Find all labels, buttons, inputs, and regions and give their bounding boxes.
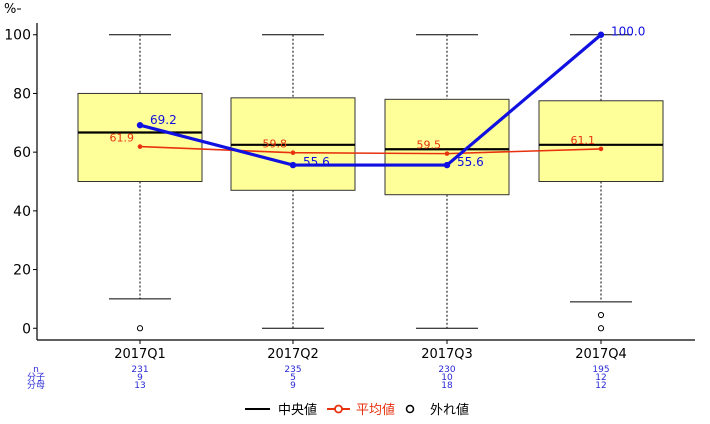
mean-point <box>137 144 143 149</box>
table-cell: 18 <box>441 381 453 391</box>
mean-point <box>598 146 604 152</box>
y-tick-label: 60 <box>13 145 31 161</box>
legend-outlier-label: 外れ値 <box>430 402 469 418</box>
outlier-point <box>597 325 605 332</box>
highlight-point <box>443 161 451 169</box>
table-cell: 230 <box>438 365 455 375</box>
mean-data-label: 59.5 <box>417 139 442 152</box>
table-row-label: 分母 <box>27 380 45 391</box>
y-tick-label: 100 <box>4 28 31 44</box>
legend-outlier-swatch <box>405 404 415 414</box>
x-tick-label: 2017Q3 <box>421 347 473 362</box>
mean-point <box>444 151 450 156</box>
highlight-point <box>289 161 297 169</box>
y-tick-label: 20 <box>13 263 31 279</box>
x-tick-label: 2017Q1 <box>114 347 166 362</box>
highlight-data-label: 69.2 <box>150 113 177 127</box>
y-tick-label: 0 <box>22 321 31 337</box>
y-tick-label: 40 <box>13 204 31 220</box>
mean-point <box>290 150 296 156</box>
box-iqr <box>538 100 664 182</box>
table-cell: 195 <box>592 365 609 375</box>
x-tick-label: 2017Q4 <box>575 347 627 362</box>
table-cell: 9 <box>137 373 143 383</box>
y-tick-label: 80 <box>13 86 31 102</box>
legend-mean-swatch-dot <box>334 404 343 414</box>
highlight-point <box>136 121 144 129</box>
table-cell: 231 <box>131 365 148 375</box>
table-row-label: 分子 <box>27 372 45 383</box>
table-cell: 13 <box>134 381 145 391</box>
table-cell: 9 <box>290 381 296 391</box>
x-tick-label: 2017Q2 <box>267 347 319 362</box>
y-axis-label: % <box>4 2 16 17</box>
table-cell: 10 <box>441 373 453 383</box>
mean-data-label: 61.9 <box>110 132 135 145</box>
legend-median-label: 中央値 <box>278 402 317 418</box>
table-cell: 5 <box>290 373 296 383</box>
mean-data-label: 59.8 <box>263 138 288 151</box>
highlight-data-label: 100.0 <box>611 25 645 39</box>
box-iqr <box>384 98 510 196</box>
mean-line <box>139 145 602 155</box>
table-row-label: n <box>33 365 39 375</box>
table-cell: 12 <box>595 373 606 383</box>
highlight-data-label: 55.6 <box>303 155 330 169</box>
table-cell: 235 <box>284 365 301 375</box>
outlier-point <box>136 325 144 332</box>
table-cell: 12 <box>595 381 606 391</box>
mean-data-label: 61.1 <box>571 134 596 147</box>
highlight-point <box>597 31 605 38</box>
highlight-data-label: 55.6 <box>457 155 484 169</box>
outlier-point <box>597 311 605 319</box>
highlight-line <box>139 33 603 167</box>
legend-mean-label: 平均値 <box>356 402 395 418</box>
